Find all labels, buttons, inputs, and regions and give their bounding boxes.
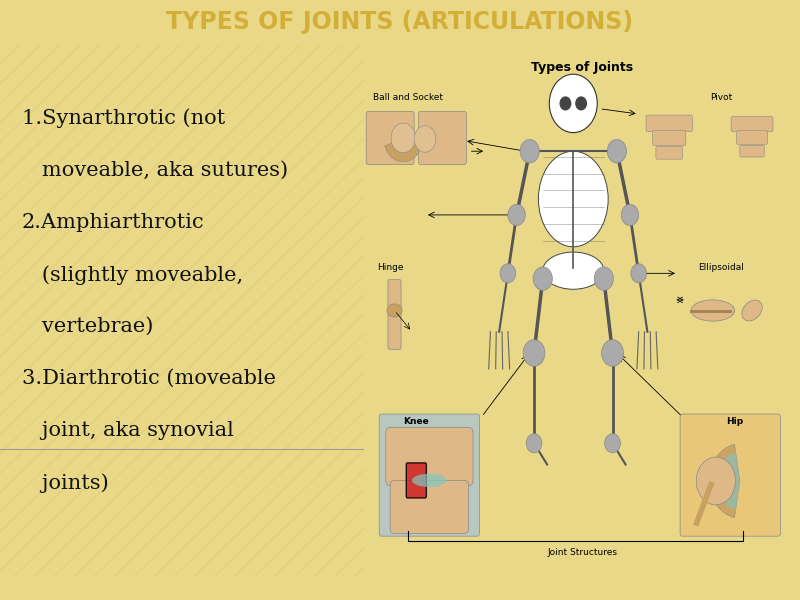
FancyBboxPatch shape bbox=[366, 112, 414, 164]
Circle shape bbox=[550, 74, 598, 133]
Circle shape bbox=[391, 123, 415, 153]
FancyBboxPatch shape bbox=[406, 463, 426, 498]
Text: Types of Joints: Types of Joints bbox=[531, 61, 633, 74]
Circle shape bbox=[631, 264, 646, 283]
Text: Pivot: Pivot bbox=[710, 93, 733, 102]
Text: 3.Diarthrotic (moveable: 3.Diarthrotic (moveable bbox=[22, 369, 276, 388]
Ellipse shape bbox=[538, 151, 608, 247]
FancyBboxPatch shape bbox=[737, 130, 767, 144]
Wedge shape bbox=[716, 452, 740, 510]
FancyBboxPatch shape bbox=[740, 145, 764, 157]
Wedge shape bbox=[385, 138, 422, 162]
FancyBboxPatch shape bbox=[390, 481, 469, 533]
Circle shape bbox=[607, 140, 626, 163]
Ellipse shape bbox=[542, 252, 604, 289]
Circle shape bbox=[602, 340, 623, 366]
Circle shape bbox=[696, 457, 735, 505]
Circle shape bbox=[523, 340, 545, 366]
Wedge shape bbox=[710, 445, 740, 518]
Ellipse shape bbox=[387, 304, 402, 317]
FancyBboxPatch shape bbox=[653, 130, 686, 145]
Ellipse shape bbox=[742, 300, 762, 321]
FancyBboxPatch shape bbox=[646, 115, 692, 131]
Circle shape bbox=[560, 97, 570, 110]
Text: (slightly moveable,: (slightly moveable, bbox=[22, 265, 243, 284]
FancyBboxPatch shape bbox=[388, 280, 401, 312]
FancyBboxPatch shape bbox=[388, 309, 401, 349]
Circle shape bbox=[622, 204, 638, 226]
Text: TYPES OF JOINTS (ARTICULATIONS): TYPES OF JOINTS (ARTICULATIONS) bbox=[166, 10, 634, 34]
Circle shape bbox=[533, 267, 552, 290]
Circle shape bbox=[414, 126, 436, 152]
Circle shape bbox=[500, 264, 516, 283]
Circle shape bbox=[508, 204, 526, 226]
Circle shape bbox=[576, 97, 586, 110]
Text: vertebrae): vertebrae) bbox=[22, 317, 154, 336]
FancyBboxPatch shape bbox=[731, 116, 773, 131]
Text: Hinge: Hinge bbox=[377, 263, 403, 272]
Circle shape bbox=[526, 434, 542, 453]
Circle shape bbox=[594, 267, 614, 290]
FancyBboxPatch shape bbox=[386, 427, 473, 486]
Ellipse shape bbox=[412, 474, 447, 487]
FancyBboxPatch shape bbox=[379, 414, 479, 536]
Text: 2.Amphiarthrotic: 2.Amphiarthrotic bbox=[22, 213, 205, 232]
Text: Hip: Hip bbox=[726, 416, 743, 426]
Circle shape bbox=[605, 434, 620, 453]
Circle shape bbox=[520, 140, 539, 163]
Text: Ellipsoidal: Ellipsoidal bbox=[698, 263, 745, 272]
Text: Ball and Socket: Ball and Socket bbox=[373, 93, 442, 102]
Text: Knee: Knee bbox=[403, 416, 429, 426]
Ellipse shape bbox=[691, 300, 734, 321]
Text: joints): joints) bbox=[22, 473, 109, 493]
Text: 1.Synarthrotic (not: 1.Synarthrotic (not bbox=[22, 109, 225, 128]
FancyBboxPatch shape bbox=[418, 112, 466, 164]
Text: joint, aka synovial: joint, aka synovial bbox=[22, 421, 234, 440]
FancyBboxPatch shape bbox=[656, 146, 682, 159]
Text: moveable, aka sutures): moveable, aka sutures) bbox=[22, 161, 288, 180]
FancyBboxPatch shape bbox=[680, 414, 780, 536]
Text: Joint Structures: Joint Structures bbox=[547, 548, 617, 557]
